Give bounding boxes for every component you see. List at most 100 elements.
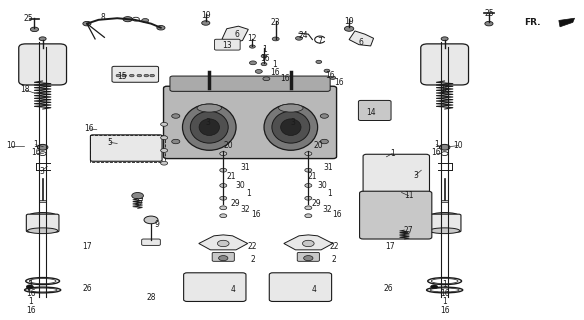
Ellipse shape	[199, 119, 220, 135]
Circle shape	[220, 168, 227, 172]
Text: 16: 16	[432, 148, 442, 157]
Circle shape	[249, 61, 256, 65]
Text: 16: 16	[260, 53, 269, 62]
Circle shape	[485, 21, 493, 26]
Text: 18: 18	[440, 85, 450, 94]
FancyBboxPatch shape	[363, 154, 429, 196]
Text: 16: 16	[26, 306, 36, 315]
FancyBboxPatch shape	[39, 199, 46, 202]
Circle shape	[161, 123, 168, 126]
Text: 20: 20	[223, 141, 233, 150]
Text: 16: 16	[270, 68, 279, 77]
Text: 7: 7	[318, 37, 322, 46]
Text: 1: 1	[390, 149, 395, 158]
Ellipse shape	[429, 228, 460, 234]
Circle shape	[172, 114, 180, 118]
Polygon shape	[284, 235, 333, 250]
FancyBboxPatch shape	[212, 252, 234, 261]
Text: 16: 16	[440, 306, 450, 315]
Circle shape	[83, 21, 91, 26]
Text: 1: 1	[442, 297, 447, 306]
FancyBboxPatch shape	[269, 273, 332, 301]
Text: 16: 16	[31, 148, 40, 157]
Text: 32: 32	[322, 205, 332, 214]
Text: 1: 1	[328, 189, 332, 198]
Polygon shape	[559, 18, 575, 27]
Text: 2: 2	[332, 255, 336, 264]
Text: 22: 22	[248, 242, 257, 251]
Text: 19: 19	[345, 17, 354, 26]
Circle shape	[303, 240, 314, 247]
Circle shape	[439, 144, 450, 150]
Ellipse shape	[29, 212, 57, 219]
Text: 30: 30	[236, 181, 246, 190]
Text: 1: 1	[272, 60, 277, 69]
Text: 21: 21	[308, 172, 317, 181]
Text: 4: 4	[230, 284, 235, 293]
Circle shape	[249, 45, 255, 48]
Ellipse shape	[281, 119, 301, 135]
FancyBboxPatch shape	[359, 100, 391, 121]
Polygon shape	[222, 26, 248, 43]
Text: 11: 11	[404, 191, 413, 200]
Circle shape	[261, 62, 267, 66]
Text: 18: 18	[20, 85, 30, 94]
Circle shape	[132, 193, 144, 199]
Circle shape	[30, 27, 39, 32]
Circle shape	[305, 168, 312, 172]
Text: 4: 4	[312, 284, 317, 293]
Circle shape	[330, 76, 336, 79]
FancyBboxPatch shape	[164, 86, 336, 159]
Text: 1: 1	[29, 297, 33, 306]
Text: 23: 23	[271, 19, 280, 28]
Circle shape	[345, 26, 354, 31]
Circle shape	[123, 17, 133, 22]
Circle shape	[320, 139, 328, 144]
Ellipse shape	[182, 104, 236, 150]
Circle shape	[116, 74, 121, 77]
Circle shape	[161, 148, 168, 152]
Text: 16: 16	[325, 71, 335, 80]
Text: 3: 3	[413, 171, 418, 180]
Circle shape	[441, 37, 448, 41]
Circle shape	[137, 74, 142, 77]
FancyBboxPatch shape	[142, 239, 161, 245]
Text: 16: 16	[85, 124, 94, 133]
Circle shape	[122, 74, 127, 77]
Text: 8: 8	[100, 13, 105, 22]
Text: 1: 1	[246, 189, 251, 198]
Circle shape	[305, 184, 312, 188]
Text: 1: 1	[33, 140, 38, 149]
Text: 9: 9	[154, 220, 159, 229]
Text: 28: 28	[146, 293, 156, 302]
FancyBboxPatch shape	[214, 39, 240, 50]
Circle shape	[39, 152, 46, 156]
Circle shape	[157, 26, 165, 30]
Ellipse shape	[27, 228, 58, 234]
Text: 1: 1	[434, 140, 439, 149]
Ellipse shape	[279, 104, 303, 112]
FancyBboxPatch shape	[428, 214, 461, 232]
Text: 6: 6	[234, 30, 239, 39]
Text: 21: 21	[226, 172, 235, 181]
Circle shape	[161, 136, 168, 140]
FancyBboxPatch shape	[441, 199, 448, 202]
Text: 26: 26	[383, 284, 393, 292]
FancyBboxPatch shape	[420, 44, 468, 85]
Text: 26: 26	[82, 284, 92, 292]
Circle shape	[172, 139, 180, 144]
Text: 2: 2	[250, 255, 255, 264]
Text: FR.: FR.	[524, 19, 540, 28]
Circle shape	[430, 285, 437, 289]
Polygon shape	[199, 235, 248, 250]
Circle shape	[220, 152, 227, 156]
FancyBboxPatch shape	[112, 66, 159, 82]
Circle shape	[305, 196, 312, 200]
Text: 31: 31	[241, 163, 250, 172]
Text: 25: 25	[484, 9, 493, 18]
Text: 12: 12	[248, 34, 257, 43]
Circle shape	[272, 37, 279, 41]
Circle shape	[144, 74, 149, 77]
Circle shape	[150, 74, 155, 77]
Circle shape	[399, 224, 411, 230]
